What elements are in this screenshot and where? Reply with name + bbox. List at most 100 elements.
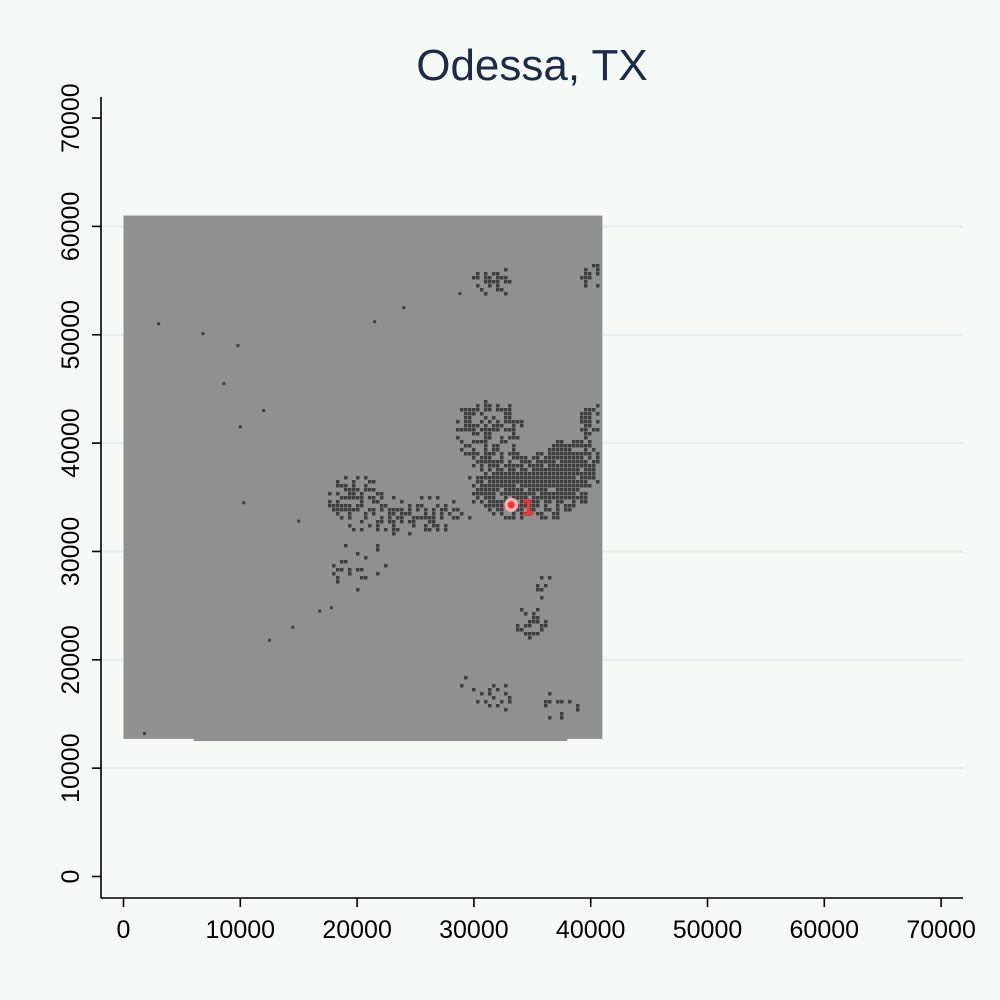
developed-cell	[568, 452, 572, 456]
developed-cell	[584, 460, 588, 464]
developed-cell	[340, 504, 344, 508]
developed-cell	[384, 504, 388, 508]
developed-cell	[588, 416, 592, 420]
developed-cell	[448, 512, 452, 516]
developed-cell	[500, 492, 504, 496]
developed-cell	[508, 516, 512, 520]
developed-cell	[480, 476, 484, 480]
scattered-cell	[291, 625, 295, 629]
developed-cell	[480, 492, 484, 496]
developed-cell	[560, 480, 564, 484]
developed-cell	[364, 556, 368, 560]
developed-cell	[376, 500, 380, 504]
developed-cell	[528, 460, 532, 464]
developed-cell	[568, 468, 572, 472]
developed-cell	[520, 472, 524, 476]
developed-cell	[500, 276, 504, 280]
developed-cell	[520, 628, 524, 632]
developed-cell	[492, 472, 496, 476]
developed-cell	[584, 432, 588, 436]
developed-cell	[336, 576, 340, 580]
developed-cell	[344, 484, 348, 488]
developed-cell	[456, 436, 460, 440]
developed-cell	[552, 472, 556, 476]
developed-cell	[536, 496, 540, 500]
developed-cell	[496, 504, 500, 508]
developed-cell	[588, 452, 592, 456]
developed-cell	[484, 488, 488, 492]
developed-cell	[524, 504, 528, 508]
developed-cell	[544, 484, 548, 488]
developed-cell	[568, 496, 572, 500]
developed-cell	[536, 468, 540, 472]
developed-cell	[556, 512, 560, 516]
developed-cell	[500, 452, 504, 456]
developed-cell	[576, 484, 580, 488]
developed-cell	[584, 484, 588, 488]
developed-cell	[388, 512, 392, 516]
developed-cell	[584, 412, 588, 416]
developed-cell	[500, 408, 504, 412]
developed-cell	[464, 424, 468, 428]
developed-cell	[412, 520, 416, 524]
developed-cell	[512, 492, 516, 496]
developed-cell	[512, 464, 516, 468]
developed-cell	[544, 508, 548, 512]
developed-cell	[400, 508, 404, 512]
developed-cell	[356, 508, 360, 512]
developed-cell	[508, 408, 512, 412]
developed-cell	[592, 448, 596, 452]
developed-cell	[496, 476, 500, 480]
developed-cell	[444, 524, 448, 528]
developed-cell	[504, 476, 508, 480]
developed-cell	[348, 516, 352, 520]
developed-cell	[508, 696, 512, 700]
developed-cell	[544, 516, 548, 520]
developed-cell	[528, 504, 532, 508]
developed-cell	[436, 524, 440, 528]
developed-cell	[564, 460, 568, 464]
scattered-cell	[242, 501, 246, 505]
developed-cell	[352, 528, 356, 532]
developed-cell	[516, 624, 520, 628]
developed-cell	[484, 456, 488, 460]
developed-cell	[584, 480, 588, 484]
developed-cell	[560, 500, 564, 504]
developed-cell	[544, 492, 548, 496]
developed-cell	[584, 464, 588, 468]
developed-cell	[340, 568, 344, 572]
developed-cell	[476, 480, 480, 484]
developed-cell	[376, 520, 380, 524]
developed-cell	[496, 448, 500, 452]
developed-cell	[468, 476, 472, 480]
developed-cell	[328, 500, 332, 504]
developed-cell	[368, 480, 372, 484]
scattered-cell	[318, 609, 322, 613]
developed-cell	[596, 420, 600, 424]
developed-cell	[504, 276, 508, 280]
developed-cell	[416, 504, 420, 508]
developed-cell	[488, 704, 492, 708]
developed-cell	[516, 456, 520, 460]
developed-cell	[404, 512, 408, 516]
developed-cell	[576, 444, 580, 448]
developed-cell	[488, 468, 492, 472]
developed-cell	[552, 480, 556, 484]
developed-cell	[588, 468, 592, 472]
developed-cell	[564, 456, 568, 460]
developed-cell	[528, 620, 532, 624]
developed-cell	[484, 400, 488, 404]
x-tick-label: 30000	[439, 916, 509, 944]
developed-cell	[536, 456, 540, 460]
developed-cell	[528, 472, 532, 476]
developed-cell	[540, 488, 544, 492]
x-tick-label: 0	[117, 916, 131, 944]
developed-cell	[476, 408, 480, 412]
developed-cell	[536, 472, 540, 476]
developed-cell	[496, 408, 500, 412]
developed-cell	[432, 524, 436, 528]
developed-cell	[516, 472, 520, 476]
developed-cell	[584, 468, 588, 472]
developed-cell	[524, 460, 528, 464]
developed-cell	[476, 492, 480, 496]
